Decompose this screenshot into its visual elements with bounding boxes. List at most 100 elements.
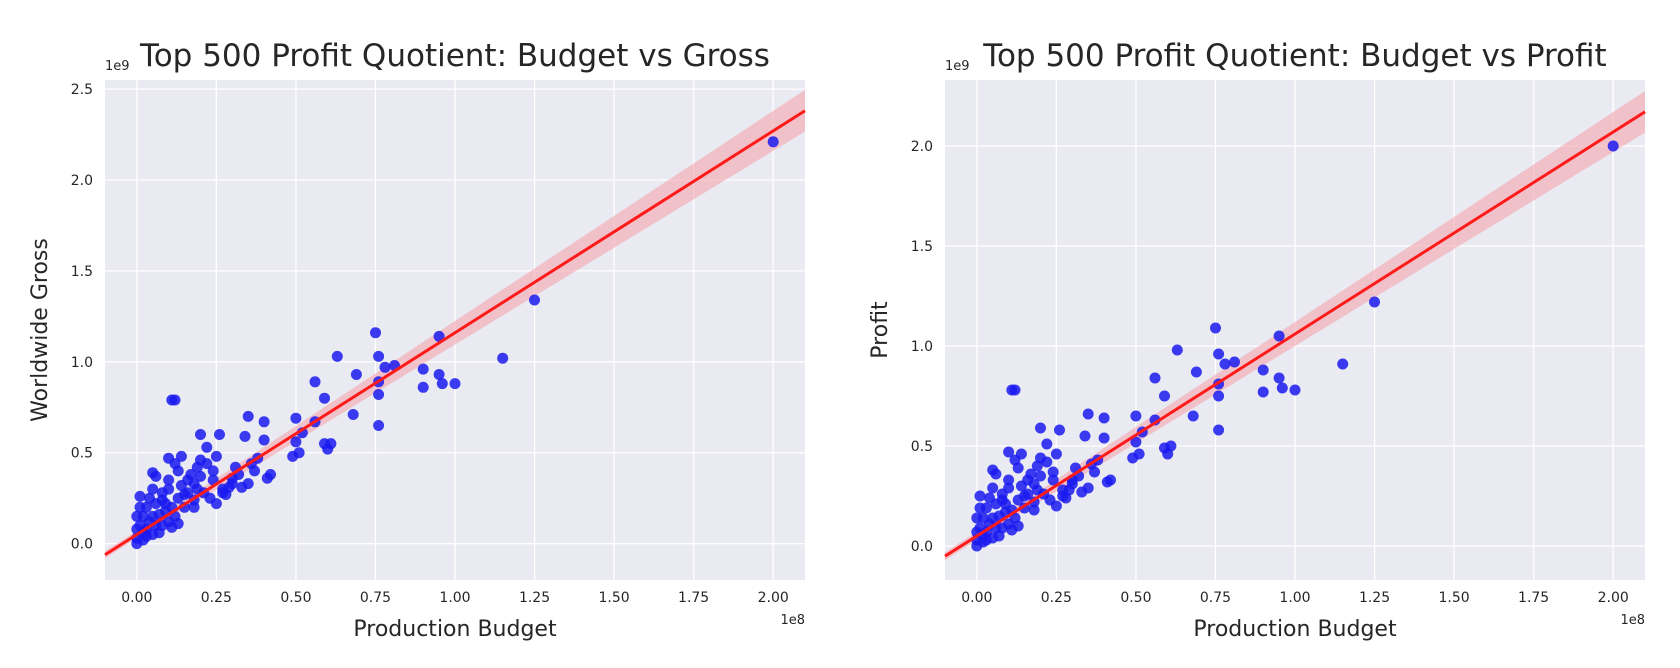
data-point [1190, 366, 1202, 378]
data-points [131, 136, 779, 550]
data-point [261, 472, 273, 484]
data-point [987, 512, 999, 524]
data-point [1210, 322, 1221, 334]
data-point [1219, 358, 1231, 370]
regression-line-path [944, 110, 1646, 558]
data-point [1015, 480, 1027, 492]
data-point [1187, 410, 1199, 422]
data-point [191, 461, 203, 473]
data-point [433, 369, 445, 380]
x-tick-label: 1.00 [439, 590, 470, 606]
x-tick-label: 1.75 [1518, 590, 1549, 606]
data-point [153, 527, 165, 539]
data-point [1098, 432, 1110, 444]
data-point [373, 389, 385, 400]
x-tick-label: 1.00 [1279, 590, 1310, 606]
data-point [258, 416, 270, 428]
data-point [290, 436, 302, 448]
confidence-band [105, 89, 805, 559]
data-point [1337, 358, 1349, 370]
data-point [169, 394, 181, 406]
y-scale-label: 1e9 [105, 59, 130, 74]
data-point [1369, 296, 1380, 308]
scatter-plot-budget-vs-gross: 0.00 0.25 0.50 0.75 1.00 1.25 1.50 1.75 2.00 0.0… [28, 38, 806, 642]
data-point [1089, 466, 1100, 478]
data-point [449, 378, 461, 390]
data-point [1022, 488, 1034, 500]
x-tick-label: 1.25 [1359, 590, 1390, 606]
y-tick-label: 0.5 [71, 446, 93, 462]
y-tick-label: 2.5 [71, 82, 93, 98]
data-point [210, 498, 222, 510]
data-point [1003, 474, 1015, 486]
regression-line-path [104, 109, 806, 556]
y-tick-label: 2.0 [71, 173, 93, 189]
data-point [163, 452, 175, 464]
data-point [436, 378, 448, 390]
data-point [207, 465, 219, 477]
data-point [210, 450, 222, 462]
data-point [1213, 424, 1225, 436]
data-point [987, 482, 999, 494]
data-point [379, 361, 391, 373]
y-tick-label: 0.5 [911, 439, 933, 455]
x-scale-label: 1e8 [1620, 613, 1645, 628]
data-point [1025, 468, 1037, 480]
data-point [147, 483, 159, 495]
data-point [322, 443, 334, 455]
data-point [373, 420, 385, 431]
chart-title: Top 500 Profit Quotient: Budget vs Gross [139, 38, 770, 74]
data-point [350, 369, 362, 380]
data-point [1607, 140, 1619, 152]
data-point [188, 478, 200, 490]
regression-line [104, 109, 806, 556]
x-axis-label: Production Budget [1193, 617, 1397, 642]
data-point [433, 330, 445, 342]
confidence-band-area [945, 91, 1645, 561]
x-tick-label: 0.75 [360, 590, 391, 606]
data-point [1276, 382, 1288, 394]
data-point [239, 430, 251, 442]
data-point [163, 474, 175, 486]
y-tick-labels: 0.0 0.5 1.0 1.5 2.0 [911, 139, 933, 555]
data-point [140, 530, 152, 542]
data-point [1257, 386, 1269, 398]
data-point [1213, 390, 1225, 402]
data-point [1162, 448, 1174, 460]
data-point [1009, 454, 1021, 466]
data-point [175, 450, 187, 462]
x-tick-label: 2.00 [1598, 590, 1629, 606]
x-tick-labels: 0.00 0.25 0.50 0.75 1.00 1.25 1.50 1.75 2.00 [121, 590, 789, 606]
data-point [131, 510, 143, 522]
data-point [497, 352, 509, 364]
data-point [1257, 364, 1269, 376]
y-tick-label: 1.5 [71, 264, 93, 280]
data-point [1066, 478, 1078, 490]
data-point [417, 381, 429, 393]
data-point [1098, 412, 1110, 424]
regression-line [944, 110, 1646, 558]
data-point [1028, 504, 1040, 516]
data-point [1076, 486, 1088, 498]
data-point [1003, 446, 1015, 458]
data-point [172, 492, 184, 504]
data-point [1229, 356, 1240, 368]
data-point [1035, 470, 1046, 482]
y-axis-label: Profit [868, 301, 893, 359]
data-point [236, 481, 248, 493]
data-point [1012, 520, 1024, 532]
data-point [201, 441, 213, 453]
x-tick-labels: 0.00 0.25 0.50 0.75 1.00 1.25 1.50 1.75 2.00 [961, 590, 1629, 606]
data-point [1082, 408, 1094, 420]
chart-budget-vs-gross: 0.00 0.25 0.50 0.75 1.00 1.25 1.50 1.75 2.00 0.0… [28, 38, 806, 642]
x-tick-label: 1.75 [678, 590, 709, 606]
data-point [1050, 448, 1062, 460]
data-point [258, 434, 270, 446]
data-point [226, 478, 238, 490]
chart-budget-vs-profit: 0.00 0.25 0.50 0.75 1.00 1.25 1.50 1.75 2.00 0.0… [840, 0, 1680, 668]
data-point [373, 350, 385, 362]
data-point [1050, 500, 1062, 512]
data-point [1057, 484, 1069, 496]
grid-lines [105, 80, 805, 580]
x-tick-label: 0.75 [1200, 590, 1231, 606]
